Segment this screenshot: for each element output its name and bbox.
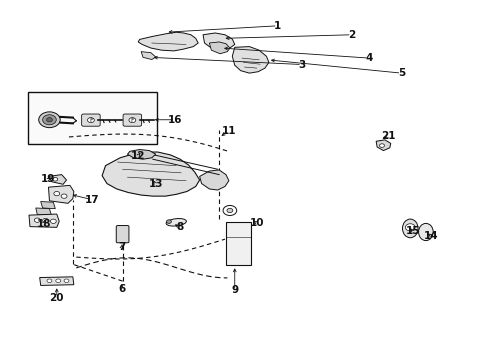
- Polygon shape: [127, 149, 156, 159]
- Polygon shape: [36, 208, 51, 215]
- Text: 3: 3: [298, 59, 305, 69]
- Circle shape: [54, 192, 60, 196]
- Bar: [27, 92, 157, 144]
- Text: 15: 15: [405, 226, 419, 236]
- Text: 18: 18: [36, 219, 51, 229]
- Text: 8: 8: [176, 222, 183, 232]
- Polygon shape: [209, 42, 229, 54]
- Polygon shape: [48, 185, 74, 203]
- Circle shape: [50, 219, 56, 224]
- Polygon shape: [41, 202, 55, 209]
- Text: 9: 9: [231, 285, 238, 296]
- Circle shape: [39, 112, 60, 128]
- Text: 4: 4: [365, 53, 372, 63]
- Circle shape: [129, 118, 136, 123]
- Circle shape: [223, 206, 236, 216]
- Ellipse shape: [166, 219, 186, 226]
- Polygon shape: [375, 140, 390, 150]
- Circle shape: [226, 208, 232, 213]
- Text: 16: 16: [168, 115, 182, 125]
- Circle shape: [47, 279, 52, 283]
- Polygon shape: [203, 33, 234, 50]
- Ellipse shape: [418, 224, 432, 240]
- FancyBboxPatch shape: [123, 114, 142, 126]
- FancyBboxPatch shape: [116, 226, 129, 243]
- Text: 19: 19: [41, 174, 56, 184]
- Text: F: F: [130, 118, 134, 123]
- Circle shape: [46, 118, 52, 122]
- Polygon shape: [102, 152, 199, 196]
- Ellipse shape: [402, 219, 417, 238]
- Text: 2: 2: [347, 30, 355, 40]
- Polygon shape: [199, 170, 228, 190]
- Polygon shape: [138, 32, 198, 51]
- Text: F: F: [89, 118, 93, 123]
- Polygon shape: [48, 175, 66, 184]
- Text: 20: 20: [49, 293, 64, 303]
- Bar: [225, 222, 251, 265]
- Text: 12: 12: [131, 150, 145, 161]
- Text: 1: 1: [273, 21, 281, 31]
- Text: 14: 14: [423, 231, 437, 240]
- Circle shape: [64, 279, 69, 283]
- Polygon shape: [141, 51, 156, 59]
- Circle shape: [405, 224, 414, 231]
- Text: 17: 17: [85, 195, 100, 205]
- Polygon shape: [40, 277, 74, 285]
- Text: 5: 5: [397, 68, 404, 78]
- Circle shape: [379, 144, 384, 147]
- Circle shape: [87, 118, 94, 123]
- Circle shape: [166, 220, 171, 224]
- Text: 6: 6: [118, 284, 125, 294]
- Text: 21: 21: [380, 131, 395, 141]
- Circle shape: [42, 219, 48, 223]
- Circle shape: [34, 218, 40, 222]
- FancyBboxPatch shape: [81, 114, 100, 126]
- Polygon shape: [29, 214, 59, 227]
- Circle shape: [53, 177, 58, 181]
- Circle shape: [56, 279, 61, 283]
- Text: 11: 11: [221, 126, 236, 135]
- Text: 13: 13: [148, 179, 163, 189]
- Text: 10: 10: [249, 218, 264, 228]
- Text: 7: 7: [118, 242, 125, 252]
- Polygon shape: [232, 46, 268, 73]
- Circle shape: [61, 194, 67, 198]
- Circle shape: [42, 115, 56, 125]
